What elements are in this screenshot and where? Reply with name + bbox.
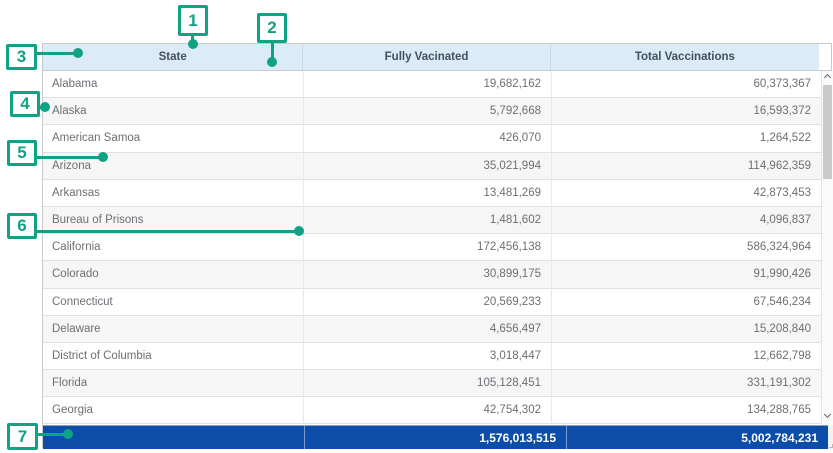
footer-fully-vacinated-total: 1,576,013,515: [305, 425, 567, 449]
table-row[interactable]: Bureau of Prisons 1,481,602 4,096,837: [43, 206, 831, 235]
annotation-5-line: [36, 156, 103, 159]
annotation-3-line: [36, 52, 78, 55]
annotation-2-box: 2: [257, 13, 287, 43]
state-cell: Arizona: [43, 152, 304, 180]
scroll-down-icon[interactable]: [823, 410, 832, 419]
annotation-5-dot: [98, 152, 108, 162]
total-vaccinations-cell: 60,373,367: [552, 71, 821, 99]
annotation-4-box: 4: [10, 91, 40, 117]
annotation-1-dot: [188, 39, 198, 49]
annotation-6-box: 6: [7, 213, 37, 239]
fully-vacinated-cell: 13,481,269: [304, 179, 552, 207]
total-vaccinations-cell: 15,208,840: [552, 316, 821, 343]
fully-vacinated-cell: 20,569,233: [304, 288, 552, 316]
state-cell: Colorado: [43, 261, 304, 289]
scrollbar-thumb[interactable]: [823, 85, 832, 179]
vaccination-table: State Fully Vacinated Total Vaccinations…: [42, 43, 833, 449]
total-vaccinations-cell: 114,962,359: [552, 153, 821, 180]
table-row[interactable]: American Samoa 426,070 1,264,522: [43, 125, 831, 153]
fully-vacinated-cell: 35,021,994: [304, 152, 552, 180]
fully-vacinated-cell: 5,792,668: [304, 98, 552, 126]
total-vaccinations-cell: 134,288,765: [552, 397, 821, 425]
scroll-up-icon[interactable]: [823, 73, 832, 82]
table-row[interactable]: California 172,456,138 586,324,964: [43, 234, 831, 262]
table-row[interactable]: Alabama 19,682,162 60,373,367: [43, 71, 831, 99]
fully-vacinated-cell: 19,682,162: [304, 71, 552, 99]
annotation-2-dot: [267, 57, 277, 67]
fully-vacinated-cell: 3,018,447: [304, 342, 552, 371]
state-cell: Connecticut: [43, 288, 304, 316]
annotation-3-dot: [73, 48, 83, 58]
table-row[interactable]: Colorado 30,899,175 91,990,426: [43, 261, 831, 289]
annotation-7-dot: [63, 429, 73, 439]
fully-vacinated-cell: 172,456,138: [304, 234, 552, 262]
total-vaccinations-cell: 331,191,302: [552, 370, 821, 398]
column-header-state[interactable]: State: [43, 44, 304, 71]
annotation-6-dot: [294, 226, 304, 236]
fully-vacinated-cell: 105,128,451: [304, 370, 552, 398]
table-row[interactable]: Connecticut 20,569,233 67,546,234: [43, 288, 831, 316]
table-row[interactable]: District of Columbia 3,018,447 12,662,798: [43, 342, 831, 371]
vertical-scrollbar[interactable]: [821, 71, 833, 425]
table-header-row: State Fully Vacinated Total Vaccinations: [43, 44, 831, 71]
annotation-4-dot: [40, 102, 50, 112]
table-row[interactable]: Delaware 4,656,497 15,208,840: [43, 315, 831, 343]
total-vaccinations-cell: 67,546,234: [552, 289, 821, 316]
state-cell: District of Columbia: [43, 342, 304, 371]
annotation-5-box: 5: [7, 140, 37, 166]
fully-vacinated-cell: 42,754,302: [304, 397, 552, 425]
annotation-7-line: [37, 433, 69, 436]
footer-total-vaccinations-total: 5,002,784,231: [567, 425, 828, 449]
table-row[interactable]: Georgia 42,754,302 134,288,765: [43, 397, 831, 425]
state-cell: California: [43, 234, 304, 262]
total-vaccinations-cell: 586,324,964: [552, 234, 821, 262]
annotation-2-line: [271, 43, 274, 63]
state-cell: Delaware: [43, 315, 304, 343]
total-vaccinations-cell: 16,593,372: [552, 98, 821, 126]
fully-vacinated-cell: 30,899,175: [304, 261, 552, 289]
fully-vacinated-cell: 426,070: [304, 125, 552, 153]
state-cell: Bureau of Prisons: [43, 206, 304, 235]
annotation-3-box: 3: [6, 44, 37, 70]
annotation-6-line: [36, 230, 299, 233]
table-body: Alabama 19,682,162 60,373,367 Alaska 5,792,6…: [43, 71, 831, 425]
annotation-1-box: 1: [178, 5, 208, 36]
resize-grip-icon: [828, 425, 833, 449]
total-vaccinations-cell: 42,873,453: [552, 180, 821, 207]
table-footer-row: 1,576,013,515 5,002,784,231: [43, 425, 833, 449]
total-vaccinations-cell: 4,096,837: [552, 207, 821, 235]
state-cell: Florida: [43, 370, 304, 398]
fully-vacinated-cell: 4,656,497: [304, 315, 552, 343]
state-cell: Arkansas: [43, 179, 304, 207]
state-cell: Alabama: [43, 71, 304, 99]
state-cell: Georgia: [43, 397, 304, 425]
header-scrollbar-gap: [819, 44, 831, 71]
table-row[interactable]: Arizona 35,021,994 114,962,359: [43, 152, 831, 180]
state-cell: Alaska: [43, 98, 304, 126]
table-row[interactable]: Florida 105,128,451 331,191,302: [43, 370, 831, 398]
fully-vacinated-cell: 1,481,602: [304, 206, 552, 235]
total-vaccinations-cell: 91,990,426: [552, 261, 821, 289]
total-vaccinations-cell: 12,662,798: [552, 343, 821, 371]
annotation-7-box: 7: [7, 423, 38, 450]
table-row[interactable]: Alaska 5,792,668 16,593,372: [43, 98, 831, 126]
total-vaccinations-cell: 1,264,522: [552, 125, 821, 153]
footer-state-cell: [43, 425, 305, 449]
state-cell: American Samoa: [43, 125, 304, 153]
column-header-total-vaccinations[interactable]: Total Vaccinations: [550, 44, 820, 71]
table-row[interactable]: Arkansas 13,481,269 42,873,453: [43, 179, 831, 207]
column-header-fully-vacinated[interactable]: Fully Vacinated: [303, 44, 551, 71]
